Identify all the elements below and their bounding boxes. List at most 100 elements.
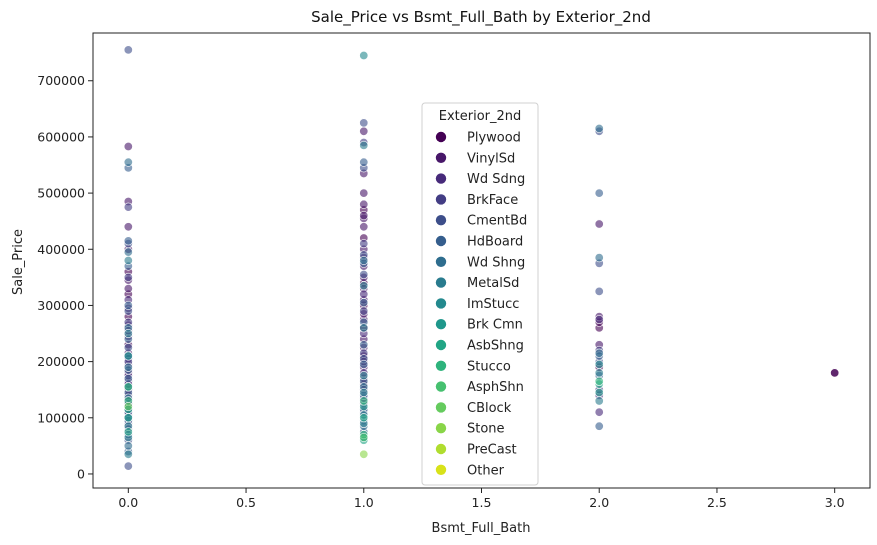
- scatter-point: [594, 314, 604, 324]
- legend-marker: [435, 443, 447, 455]
- scatter-point: [830, 368, 840, 378]
- legend: Exterior_2nd Plywood VinylSd Wd Sdng BrkFac…: [421, 102, 539, 486]
- x-axis-label: Bsmt_Full_Bath: [432, 521, 531, 536]
- legend-marker: [435, 277, 447, 288]
- scatter-point: [359, 270, 369, 280]
- scatter-point: [123, 236, 133, 246]
- legend-title: Exterior_2nd: [439, 109, 522, 124]
- legend-label: Stucco: [467, 359, 511, 374]
- scatter-point: [359, 50, 369, 60]
- legend-marker: [435, 131, 447, 143]
- legend-label: AsphShn: [467, 380, 524, 395]
- scatter-point: [123, 45, 133, 55]
- scatter-point: [123, 284, 133, 294]
- y-tick-label: 700000: [37, 73, 85, 88]
- legend-label: Plywood: [467, 131, 521, 146]
- legend-label: BrkFace: [467, 193, 518, 208]
- legend-label: Brk Cmn: [467, 318, 523, 333]
- scatter-point: [359, 255, 369, 265]
- scatter-point: [359, 289, 369, 299]
- legend-label: VinylSd: [467, 151, 515, 166]
- x-tick-label: 1.5: [472, 495, 492, 510]
- x-tick-label: 0.0: [118, 495, 138, 510]
- scatter-point: [123, 202, 133, 212]
- legend-marker: [435, 256, 447, 267]
- y-tick-label: 500000: [37, 186, 85, 201]
- legend-label: PreCast: [467, 443, 517, 458]
- scatter-point: [123, 441, 133, 451]
- scatter-point: [123, 373, 133, 383]
- y-tick-label: 0: [77, 466, 85, 481]
- x-tick-label: 3.0: [825, 495, 845, 510]
- scatter-point: [123, 255, 133, 265]
- scatter-point: [594, 253, 604, 263]
- legend-label: Stone: [467, 422, 505, 437]
- scatter-point: [359, 239, 369, 249]
- legend-marker: [435, 319, 447, 330]
- scatter-point: [594, 376, 604, 386]
- scatter-point: [123, 413, 133, 423]
- scatter-point: [123, 272, 133, 282]
- scatter-point: [359, 413, 369, 423]
- scatter-point: [123, 247, 133, 257]
- scatter-point: [359, 118, 369, 128]
- legend-label: CmentBd: [467, 214, 527, 229]
- scatter-point: [359, 140, 369, 150]
- legend-marker: [435, 381, 447, 392]
- legend-label: ImStucc: [467, 297, 519, 312]
- scatter-point: [594, 359, 604, 369]
- scatter-point: [123, 402, 133, 412]
- scatter-point: [123, 329, 133, 339]
- legend-marker: [435, 152, 447, 163]
- scatter-point: [359, 157, 369, 167]
- legend-label: AsbShng: [467, 339, 524, 354]
- scatter-point: [123, 222, 133, 232]
- scatter-point: [594, 123, 604, 133]
- scatter-point: [359, 359, 369, 369]
- scatter-point: [359, 388, 369, 398]
- scatter-point: [594, 368, 604, 378]
- scatter-point: [359, 222, 369, 232]
- scatter-point: [359, 211, 369, 221]
- scatter-point: [123, 362, 133, 372]
- scatter-point: [123, 382, 133, 392]
- scatter-point: [594, 348, 604, 358]
- scatter-point: [359, 340, 369, 350]
- y-tick-label: 200000: [37, 354, 85, 369]
- legend-marker: [435, 360, 447, 371]
- scatter-point: [594, 388, 604, 398]
- scatter-point: [359, 306, 369, 316]
- scatter-point: [359, 188, 369, 198]
- legend-marker: [435, 423, 447, 434]
- legend-label: Wd Sdng: [467, 172, 525, 187]
- scatter-point: [594, 421, 604, 431]
- legend-marker: [435, 235, 447, 247]
- scatter-point: [359, 126, 369, 136]
- x-tick-label: 0.5: [236, 495, 256, 510]
- legend-marker: [435, 173, 447, 184]
- legend-marker: [435, 464, 447, 475]
- chart-title: Sale_Price vs Bsmt_Full_Bath by Exterior…: [311, 8, 651, 27]
- x-tick-label: 2.5: [707, 495, 727, 510]
- scatter-point: [359, 396, 369, 406]
- legend-label: MetalSd: [467, 276, 519, 291]
- legend-marker: [435, 402, 447, 413]
- y-tick-label: 300000: [37, 298, 85, 313]
- scatter-point: [123, 351, 133, 361]
- scatter-point: [359, 371, 369, 381]
- scatter-point: [359, 449, 369, 459]
- y-axis-ticks: 0 100000 200000 300000 400000 500000 600000 700…: [37, 73, 93, 481]
- legend-box: [421, 102, 539, 486]
- legend-label: CBlock: [467, 401, 512, 416]
- legend-label: Other: [467, 463, 505, 478]
- scatter-point: [594, 286, 604, 296]
- scatter-point: [594, 396, 604, 406]
- scatter-point: [359, 298, 369, 308]
- y-tick-label: 400000: [37, 242, 85, 257]
- scatter-point: [594, 407, 604, 417]
- scatter-point: [359, 432, 369, 442]
- scatter-point: [359, 199, 369, 209]
- legend-marker: [435, 298, 447, 309]
- scatter-point: [359, 323, 369, 333]
